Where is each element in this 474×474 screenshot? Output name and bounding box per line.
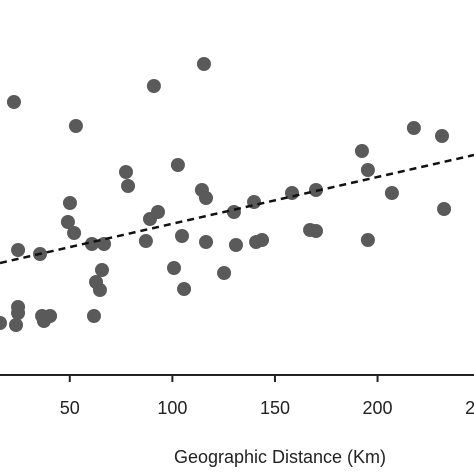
point: [138, 234, 153, 248]
point: [118, 165, 133, 179]
point: [170, 158, 185, 172]
point: [167, 261, 182, 275]
x-tick-label: 50: [60, 398, 80, 418]
point: [228, 238, 243, 252]
point: [11, 243, 26, 257]
point: [177, 282, 192, 296]
point: [354, 144, 369, 158]
point: [199, 191, 214, 205]
point: [196, 57, 211, 71]
point: [62, 196, 77, 210]
point: [92, 283, 107, 297]
point: [384, 186, 399, 200]
point: [406, 121, 421, 135]
x-tick-label: 150: [260, 398, 290, 418]
point: [11, 306, 26, 320]
point: [217, 266, 232, 280]
point: [360, 233, 375, 247]
point: [437, 202, 452, 216]
point: [434, 129, 449, 143]
point: [6, 95, 21, 109]
point: [121, 179, 136, 193]
point: [175, 229, 190, 243]
point: [94, 263, 109, 277]
trend-line: [0, 153, 474, 265]
x-tick-label: 100: [157, 398, 187, 418]
point: [60, 215, 75, 229]
point: [86, 309, 101, 323]
point: [146, 79, 161, 93]
point: [9, 318, 24, 332]
point: [309, 224, 323, 238]
x-axis-label: Geographic Distance (Km): [174, 447, 386, 467]
point: [360, 163, 375, 177]
point: [67, 226, 82, 240]
point: [0, 316, 7, 330]
point: [97, 237, 112, 251]
point: [255, 233, 270, 247]
x-tick-label: 200: [363, 398, 393, 418]
point: [199, 235, 214, 249]
x-tick-label: 250: [465, 398, 474, 418]
point: [68, 119, 83, 133]
point: [43, 309, 58, 323]
point: [151, 205, 165, 219]
